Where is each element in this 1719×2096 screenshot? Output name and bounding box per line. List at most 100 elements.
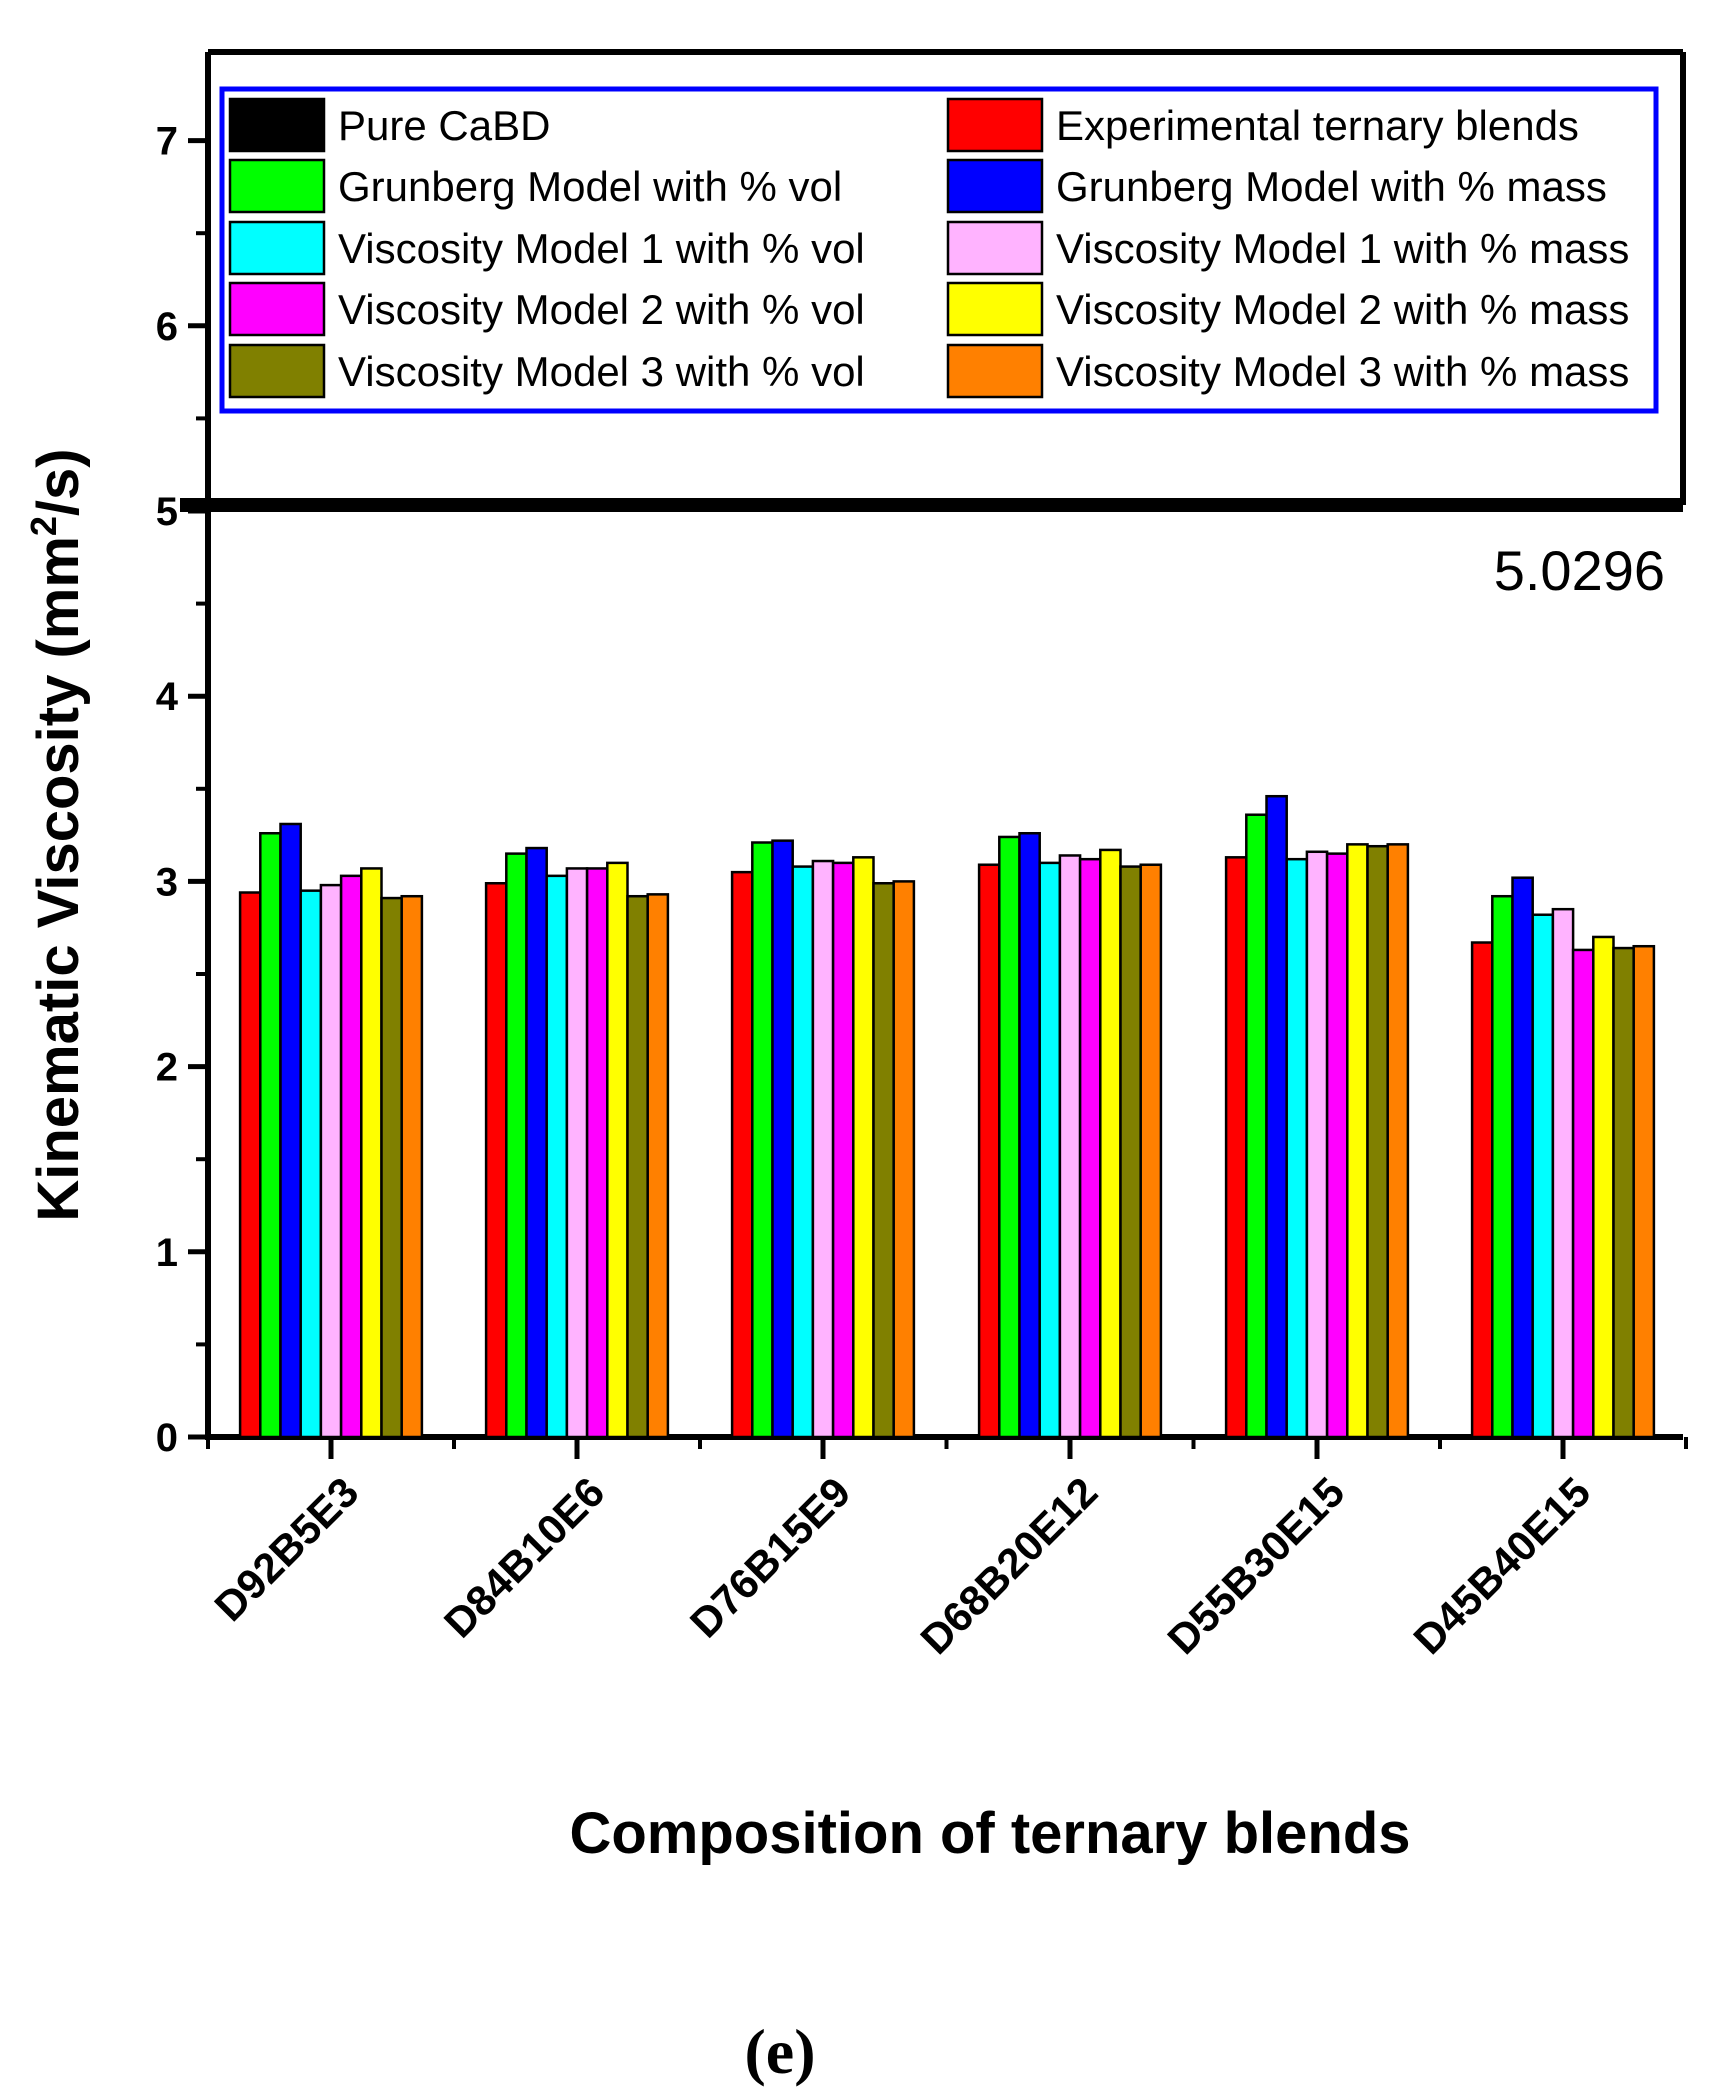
legend-swatch-5 <box>946 220 1044 276</box>
legend-swatch-6 <box>228 281 326 337</box>
x-axis-ticks <box>206 1437 1688 1459</box>
bar-D76B15E9-series-1 <box>730 870 754 1439</box>
bar-D45B40E15-series-3 <box>1511 876 1534 1439</box>
bar-D92B5E3-series-8 <box>380 896 403 1439</box>
legend-label-7: Viscosity Model 2 with % mass <box>1056 286 1629 333</box>
legend-swatch-0 <box>228 97 326 153</box>
bar-D92B5E3-series-1 <box>238 891 262 1439</box>
bar-D68B20E12-series-4 <box>1038 861 1062 1439</box>
bar-D55B30E15-series-8 <box>1366 844 1389 1439</box>
legend-label-2: Grunberg Model with % vol <box>338 163 842 210</box>
bar-D76B15E9-series-6 <box>831 861 855 1439</box>
y-tick-label: 6 <box>156 305 178 349</box>
legend-swatch-4 <box>228 220 326 276</box>
legend-label-9: Viscosity Model 3 with % mass <box>1056 348 1629 395</box>
bar-D68B20E12-series-6 <box>1078 857 1102 1439</box>
y-axis-title: Kinematic Viscosity (mm2/s) <box>23 448 91 1221</box>
category-label-D84B10E6: D84B10E6 <box>435 1468 614 1647</box>
legend-swatch-7 <box>946 281 1044 337</box>
bar-D92B5E3-series-3 <box>279 822 302 1439</box>
category-label-D76B15E9: D76B15E9 <box>681 1468 860 1647</box>
bar-D84B10E6-series-3 <box>525 846 548 1439</box>
bar-D45B40E15-series-6 <box>1571 948 1595 1439</box>
legend-label-3: Grunberg Model with % mass <box>1056 163 1607 210</box>
bar-D76B15E9-series-8 <box>872 882 895 1439</box>
bar-D55B30E15-series-3 <box>1265 794 1288 1439</box>
legend-swatch-2 <box>228 158 326 214</box>
category-label-D68B20E12: D68B20E12 <box>911 1468 1106 1663</box>
legend-label-8: Viscosity Model 3 with % vol <box>338 348 865 395</box>
bar-D68B20E12-series-7 <box>1099 848 1122 1439</box>
y-tick-label: 7 <box>156 120 178 164</box>
bar-D55B30E15-series-1 <box>1224 856 1248 1439</box>
bar-D55B30E15-series-9 <box>1386 843 1410 1439</box>
category-label-D55B30E15: D55B30E15 <box>1158 1468 1353 1663</box>
bar-D92B5E3-series-5 <box>319 883 343 1439</box>
legend-label-5: Viscosity Model 1 with % mass <box>1056 225 1629 272</box>
bar-D84B10E6-series-4 <box>545 874 569 1439</box>
bar-D92B5E3-series-9 <box>400 894 424 1439</box>
y-tick-label: 1 <box>156 1231 178 1275</box>
legend-box <box>219 86 1659 414</box>
bar-D84B10E6-series-6 <box>585 867 609 1439</box>
legend-label-1: Experimental ternary blends <box>1056 102 1579 149</box>
bar-D68B20E12-series-2 <box>998 835 1021 1439</box>
legend-swatch-8 <box>228 343 326 399</box>
bar-D55B30E15-series-7 <box>1346 843 1369 1439</box>
bar-D76B15E9-series-4 <box>791 865 815 1439</box>
bar-D68B20E12-series-5 <box>1058 854 1082 1439</box>
annotation-5-0296: 5.0296 <box>1494 539 1665 602</box>
y-tick-label: 0 <box>156 1416 178 1460</box>
bar-D76B15E9-series-7 <box>852 856 875 1439</box>
bar-D68B20E12-series-3 <box>1018 831 1041 1439</box>
bar-D45B40E15-series-5 <box>1551 907 1575 1439</box>
bar-D92B5E3-series-4 <box>299 889 323 1439</box>
bar-D55B30E15-series-2 <box>1245 813 1268 1439</box>
bar-D45B40E15-series-9 <box>1632 944 1656 1439</box>
category-labels: D92B5E3 D84B10E6 D76B15E9 D68B20E12 D55B30E1… <box>205 1468 1599 1663</box>
legend-label-0: Pure CaBD <box>338 102 550 149</box>
category-label-D92B5E3: D92B5E3 <box>205 1468 367 1630</box>
panel-label: (e) <box>744 2016 815 2087</box>
y-axis-title-tail: /s) <box>26 448 91 516</box>
y-axis-title-superscript: 2 <box>23 516 64 536</box>
y-tick-label: 4 <box>156 675 179 719</box>
bar-D45B40E15-series-2 <box>1491 894 1514 1439</box>
bar-D84B10E6-series-7 <box>606 861 629 1439</box>
bar-D76B15E9-series-3 <box>771 839 794 1439</box>
bar-D92B5E3-series-6 <box>339 874 363 1439</box>
bar-D76B15E9-series-5 <box>811 859 835 1439</box>
bar-D45B40E15-series-4 <box>1531 913 1555 1439</box>
bar-D92B5E3-series-2 <box>259 831 282 1439</box>
bar-D84B10E6-series-2 <box>505 852 528 1439</box>
bar-D76B15E9-series-2 <box>751 841 774 1439</box>
legend-items: Pure CaBD Experimental ternary blends Grun… <box>228 97 1629 399</box>
legend-swatch-3 <box>946 158 1044 214</box>
bar-D68B20E12-series-8 <box>1119 865 1142 1439</box>
bar-D92B5E3-series-7 <box>360 867 383 1439</box>
bar-series <box>238 794 1656 1439</box>
bar-D45B40E15-series-7 <box>1592 935 1615 1439</box>
legend-swatch-9 <box>946 343 1044 399</box>
bar-D55B30E15-series-4 <box>1285 857 1309 1439</box>
bar-D45B40E15-series-1 <box>1470 941 1494 1439</box>
y-tick-label: 3 <box>156 860 178 904</box>
bar-D84B10E6-series-9 <box>646 893 670 1439</box>
y-tick-label: 2 <box>156 1046 178 1090</box>
bar-D68B20E12-series-1 <box>977 863 1001 1439</box>
bar-D45B40E15-series-8 <box>1612 946 1635 1439</box>
legend-label-4: Viscosity Model 1 with % vol <box>338 225 865 272</box>
bar-D76B15E9-series-9 <box>892 880 916 1439</box>
y-tick-label: 5 <box>156 490 178 534</box>
legend: Pure CaBD Experimental ternary blends Grun… <box>219 86 1659 414</box>
legend-label-6: Viscosity Model 2 with % vol <box>338 286 865 333</box>
y-axis-ticks: 0 1 2 3 4 5 6 7 <box>156 120 208 1460</box>
legend-swatch-1 <box>946 97 1044 153</box>
category-label-D45B40E15: D45B40E15 <box>1404 1468 1599 1663</box>
bar-D84B10E6-series-8 <box>626 894 649 1439</box>
bar-D55B30E15-series-6 <box>1325 852 1349 1439</box>
bar-D84B10E6-series-1 <box>484 882 508 1439</box>
bar-D68B20E12-series-9 <box>1139 863 1163 1439</box>
bar-D55B30E15-series-5 <box>1305 850 1329 1439</box>
